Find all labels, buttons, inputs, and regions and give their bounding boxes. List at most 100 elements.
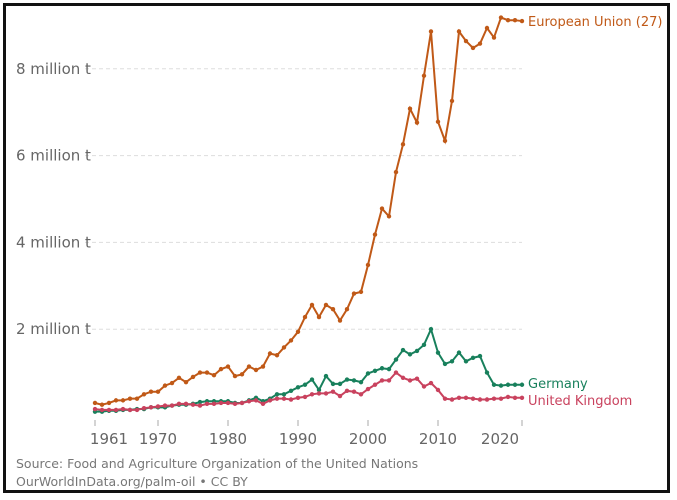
data-point (274, 396, 280, 401)
data-point (190, 402, 196, 407)
data-point (456, 350, 462, 355)
data-point (449, 359, 455, 364)
y-tick-label: 4 million t (16, 233, 91, 251)
x-tick-label: 1961 (90, 430, 128, 448)
data-point (519, 18, 525, 24)
data-point (281, 396, 287, 401)
data-point (169, 403, 175, 408)
series-labels: European Union (27) Germany United Kingdom (528, 15, 662, 409)
data-point (491, 382, 497, 387)
data-point (162, 383, 168, 388)
data-point (379, 206, 385, 211)
data-point (484, 397, 490, 402)
data-point (428, 29, 434, 34)
data-point (498, 396, 504, 401)
data-point (428, 380, 434, 386)
data-point (519, 395, 525, 400)
data-point (295, 395, 301, 400)
data-point (491, 396, 497, 401)
data-point (211, 401, 217, 407)
data-point (295, 385, 301, 390)
data-point (484, 370, 490, 375)
data-point (505, 17, 511, 23)
data-point (197, 399, 203, 405)
data-point (337, 381, 343, 387)
data-point (302, 394, 308, 400)
data-point (463, 395, 469, 400)
data-point (435, 119, 441, 124)
data-point (246, 399, 252, 404)
data-point (141, 405, 147, 411)
data-point (176, 375, 182, 381)
data-point (204, 370, 210, 375)
data-point (288, 388, 294, 394)
data-point (470, 355, 476, 361)
data-point (267, 351, 273, 356)
data-point (239, 372, 245, 377)
data-point (253, 398, 259, 403)
data-point (288, 338, 294, 343)
data-point (148, 405, 154, 410)
data-point (386, 378, 392, 383)
data-point (281, 392, 287, 397)
data-point (421, 73, 427, 78)
data-point (351, 389, 357, 394)
data-point (414, 348, 420, 354)
data-point (414, 376, 420, 381)
data-point (393, 169, 399, 175)
data-point (323, 391, 329, 396)
data-point (498, 383, 504, 388)
data-point (225, 364, 231, 369)
data-point (470, 45, 476, 51)
data-point (421, 384, 427, 389)
data-point (477, 41, 483, 46)
data-point (379, 366, 385, 371)
data-point (267, 398, 273, 403)
data-point (204, 401, 210, 407)
data-point (155, 389, 161, 394)
data-point (512, 17, 518, 23)
credit-link[interactable]: OurWorldInData.org/palm-oil • CC BY (16, 474, 248, 489)
data-point (274, 353, 280, 358)
data-point (260, 401, 266, 407)
y-tick-label: 8 million t (16, 60, 91, 78)
data-point (92, 406, 98, 412)
data-point (421, 342, 427, 348)
data-point (512, 382, 518, 387)
data-point (456, 395, 462, 400)
data-point (344, 377, 350, 382)
data-point (309, 377, 315, 382)
source-note: Source: Food and Agriculture Organizatio… (16, 456, 419, 471)
data-point (407, 106, 413, 111)
data-point (372, 368, 378, 374)
data-point (330, 307, 336, 312)
data-point (120, 398, 126, 403)
data-point (316, 387, 322, 393)
data-point (197, 403, 203, 408)
data-point (99, 402, 105, 407)
data-point (162, 403, 168, 408)
data-point (260, 364, 266, 369)
data-point (477, 353, 483, 359)
data-point (134, 407, 140, 413)
series-lines (92, 15, 525, 414)
data-point (351, 291, 357, 296)
data-point (386, 366, 392, 372)
data-point (407, 378, 413, 383)
data-point (491, 35, 497, 40)
data-point (253, 367, 259, 373)
x-tick-label: 2020 (481, 430, 519, 448)
y-axis-ticks: 2 million t 4 million t 6 million t 8 milli… (16, 60, 91, 338)
data-point (365, 371, 371, 376)
data-point (330, 389, 336, 394)
data-point (218, 400, 224, 406)
data-point (127, 396, 133, 401)
data-point (120, 406, 126, 412)
data-point (344, 307, 350, 312)
data-point (358, 392, 364, 397)
data-point (197, 370, 203, 375)
data-point (358, 289, 364, 295)
data-point (99, 407, 105, 413)
data-point (372, 232, 378, 237)
